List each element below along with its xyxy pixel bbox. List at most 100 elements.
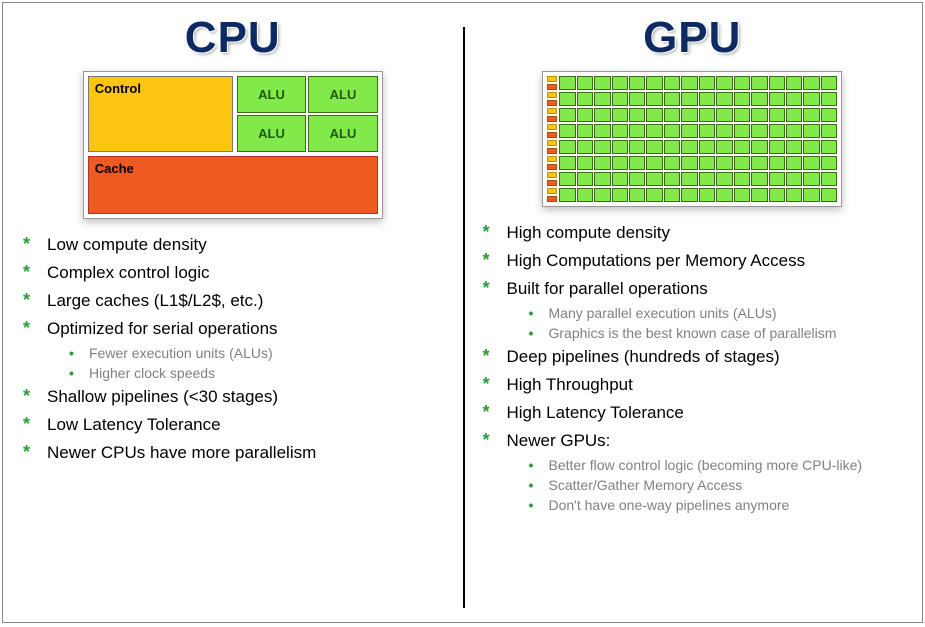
gpu-core bbox=[716, 76, 732, 90]
bullet-item: High Computations per Memory Access bbox=[483, 247, 907, 275]
bullet-item: Optimized for serial operations bbox=[23, 315, 447, 343]
gpu-core bbox=[646, 76, 662, 90]
gpu-core bbox=[769, 124, 785, 138]
gpu-core bbox=[803, 172, 819, 186]
bullet-text: Deep pipelines (hundreds of stages) bbox=[507, 347, 780, 366]
sub-bullet-item: Scatter/Gather Memory Access bbox=[529, 475, 907, 495]
slide-frame: CPU Control ALUALUALUALU Cache Low compu… bbox=[2, 2, 923, 623]
sub-bullet-item: Fewer execution units (ALUs) bbox=[69, 343, 447, 363]
bullet-text: High Latency Tolerance bbox=[507, 403, 684, 422]
gpu-core bbox=[786, 140, 802, 154]
cpu-alu-block: ALU bbox=[308, 76, 378, 113]
gpu-core bbox=[612, 172, 628, 186]
bullet-text: Complex control logic bbox=[47, 263, 210, 282]
gpu-core bbox=[594, 140, 610, 154]
gpu-core bbox=[803, 108, 819, 122]
gpu-core bbox=[716, 188, 732, 202]
gpu-core bbox=[821, 156, 837, 170]
gpu-core-grid bbox=[559, 108, 837, 122]
bullet-text: Shallow pipelines (<30 stages) bbox=[47, 387, 278, 406]
gpu-core bbox=[646, 188, 662, 202]
gpu-core bbox=[681, 188, 697, 202]
gpu-core bbox=[559, 108, 575, 122]
gpu-row-control bbox=[547, 188, 557, 202]
bullet-text: High Computations per Memory Access bbox=[507, 251, 806, 270]
gpu-core bbox=[681, 124, 697, 138]
gpu-core bbox=[786, 172, 802, 186]
gpu-core bbox=[646, 92, 662, 106]
gpu-core bbox=[646, 108, 662, 122]
gpu-core bbox=[769, 188, 785, 202]
gpu-core bbox=[786, 124, 802, 138]
gpu-core bbox=[664, 140, 680, 154]
gpu-core bbox=[559, 92, 575, 106]
gpu-core bbox=[594, 108, 610, 122]
bullet-item: High compute density bbox=[483, 219, 907, 247]
gpu-core bbox=[594, 92, 610, 106]
gpu-row-control bbox=[547, 156, 557, 170]
gpu-core bbox=[646, 140, 662, 154]
gpu-core bbox=[612, 92, 628, 106]
gpu-core bbox=[559, 124, 575, 138]
gpu-core bbox=[664, 92, 680, 106]
gpu-core bbox=[786, 108, 802, 122]
gpu-core bbox=[751, 156, 767, 170]
gpu-core bbox=[699, 156, 715, 170]
gpu-core bbox=[734, 92, 750, 106]
gpu-core bbox=[559, 76, 575, 90]
gpu-core bbox=[629, 124, 645, 138]
gpu-core bbox=[716, 156, 732, 170]
gpu-core bbox=[559, 140, 575, 154]
gpu-core bbox=[734, 156, 750, 170]
gpu-core bbox=[664, 156, 680, 170]
gpu-core bbox=[769, 76, 785, 90]
gpu-core bbox=[751, 92, 767, 106]
gpu-core bbox=[612, 140, 628, 154]
bullet-item: Large caches (L1$/L2$, etc.) bbox=[23, 287, 447, 315]
gpu-core bbox=[699, 188, 715, 202]
gpu-column: GPU High compute densityHigh Computation… bbox=[463, 3, 923, 622]
bullet-item: Low compute density bbox=[23, 231, 447, 259]
gpu-core bbox=[577, 76, 593, 90]
gpu-core bbox=[803, 124, 819, 138]
gpu-core bbox=[664, 108, 680, 122]
gpu-core bbox=[577, 92, 593, 106]
gpu-row-control bbox=[547, 172, 557, 186]
cpu-alu-grid: ALUALUALUALU bbox=[237, 76, 378, 152]
gpu-core bbox=[559, 188, 575, 202]
sub-bullet-list: Many parallel execution units (ALUs)Grap… bbox=[483, 303, 907, 344]
gpu-core bbox=[612, 76, 628, 90]
gpu-core bbox=[577, 108, 593, 122]
gpu-core bbox=[559, 172, 575, 186]
gpu-core bbox=[769, 92, 785, 106]
gpu-core bbox=[681, 156, 697, 170]
gpu-row-control bbox=[547, 76, 557, 90]
gpu-core bbox=[612, 156, 628, 170]
gpu-core bbox=[821, 188, 837, 202]
gpu-row bbox=[547, 140, 837, 154]
gpu-core-grid bbox=[559, 76, 837, 90]
gpu-row bbox=[547, 108, 837, 122]
gpu-core bbox=[821, 124, 837, 138]
gpu-core-grid bbox=[559, 124, 837, 138]
gpu-core bbox=[803, 92, 819, 106]
gpu-core bbox=[594, 172, 610, 186]
cpu-diagram-top-row: Control ALUALUALUALU bbox=[88, 76, 378, 152]
gpu-core bbox=[734, 108, 750, 122]
gpu-core bbox=[681, 140, 697, 154]
bullet-text: Low compute density bbox=[47, 235, 207, 254]
cpu-control-block: Control bbox=[88, 76, 233, 152]
gpu-core bbox=[699, 140, 715, 154]
bullet-item: Newer GPUs: bbox=[483, 427, 907, 455]
gpu-core bbox=[734, 188, 750, 202]
cpu-bullet-list: Low compute density Complex control logic… bbox=[19, 231, 447, 467]
bullet-text: High compute density bbox=[507, 223, 670, 242]
gpu-core bbox=[821, 108, 837, 122]
gpu-core bbox=[751, 76, 767, 90]
bullet-item: Shallow pipelines (<30 stages) bbox=[23, 383, 447, 411]
sub-bullet-item: Don't have one-way pipelines anymore bbox=[529, 495, 907, 515]
bullet-text: Newer GPUs: bbox=[507, 431, 611, 450]
gpu-core bbox=[681, 92, 697, 106]
gpu-core bbox=[629, 108, 645, 122]
gpu-core bbox=[821, 92, 837, 106]
